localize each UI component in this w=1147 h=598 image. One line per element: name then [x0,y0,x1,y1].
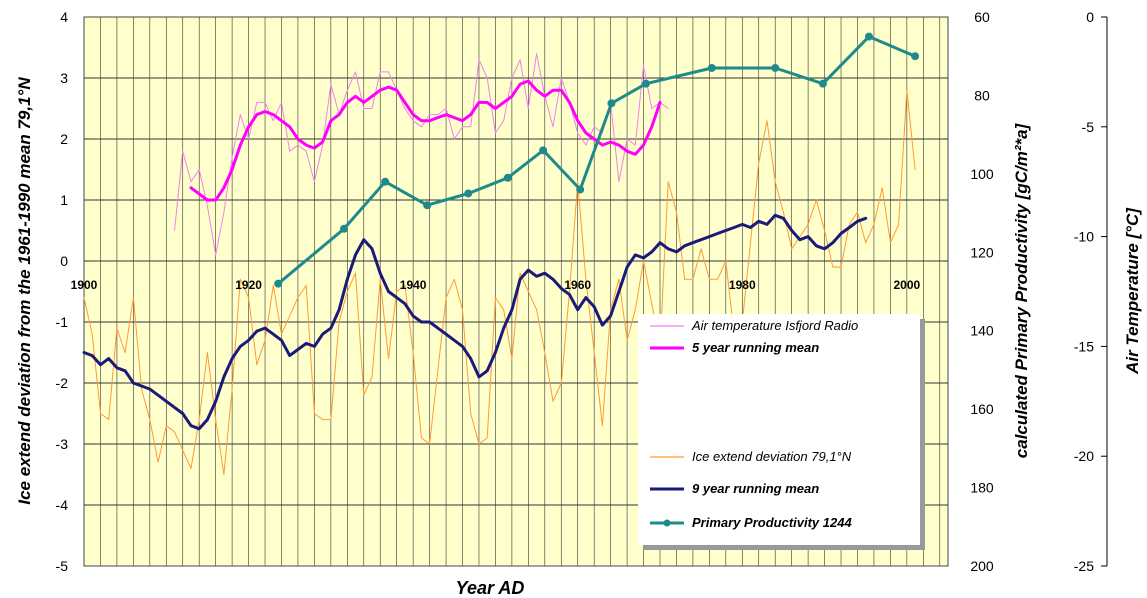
mid-axis-tick-labels: 60 80 100 120 140 160 180 200 [970,9,994,574]
right-tick-label: -5 [1082,119,1095,135]
left-tick-label: -4 [56,497,69,513]
right-tick-label: 0 [1086,9,1094,25]
right-tick-label: -10 [1074,229,1094,245]
data-point [771,63,780,72]
mid-tick-label: 60 [974,9,990,25]
x-tick-label: 1980 [729,278,756,292]
x-axis-title: Year AD [456,578,525,598]
x-tick-labels: 1900 1920 1940 1960 1980 2000 [71,278,921,292]
left-tick-label: -5 [56,558,69,574]
data-point [464,189,473,198]
right-tick-label: -15 [1074,338,1094,354]
x-tick-label: 1920 [235,278,262,292]
mid-tick-label: 140 [970,323,994,339]
data-point [340,224,349,233]
legend-label: Primary Productivity 1244 [692,515,852,530]
x-tick-label: 1960 [564,278,591,292]
mid-tick-label: 180 [970,480,994,496]
data-point [539,146,548,155]
data-point [911,52,920,61]
data-point [423,201,432,210]
x-tick-label: 1900 [71,278,98,292]
data-point [576,185,585,194]
series-line [189,79,662,202]
data-point [865,32,874,41]
left-tick-label: 1 [60,192,68,208]
left-tick-label: 0 [60,253,68,269]
legend-label: 9 year running mean [692,481,819,496]
series-line [83,89,916,475]
right-tick-label: -25 [1074,558,1094,574]
legend-box [638,425,920,545]
series-layer [82,32,920,475]
mid-tick-label: 100 [970,166,994,182]
left-tick-label: 4 [60,9,68,25]
right-axis-tick-labels: 0 -5 -10 -15 -20 -25 [1074,9,1107,574]
mid-tick-label: 120 [970,244,994,260]
mid-tick-label: 200 [970,558,994,574]
left-tick-label: 2 [60,131,68,147]
right-tick-label: -20 [1074,448,1094,464]
left-tick-label: -1 [56,314,69,330]
legend-label: 5 year running mean [692,340,819,355]
mid-axis-title: calculated Primary Productivity [gC/m²*a… [1012,122,1031,458]
left-axis-tick-labels: 4 3 2 1 0 -1 -2 -3 -4 -5 [56,9,69,574]
series-line [174,53,669,256]
data-point [707,63,716,72]
legend-label: Air temperature Isfjord Radio [691,318,858,333]
mid-tick-label: 80 [974,87,990,103]
x-tick-label: 1940 [400,278,427,292]
data-point [607,99,616,108]
data-point [381,177,390,186]
data-point [642,79,651,88]
legend-label: Ice extend deviation 79,1°N [692,449,852,464]
data-point [274,279,283,288]
data-point [818,79,827,88]
left-axis-title: Ice extend deviation from the 1961-1990 … [15,77,34,505]
left-tick-label: 3 [60,70,68,86]
legend-shadow-upper [920,319,925,430]
right-axis-title: Air Temperature [°C] [1123,207,1142,375]
left-tick-label: -3 [56,436,69,452]
x-tick-label: 2000 [894,278,921,292]
legend-box-upper [638,314,920,425]
mid-tick-label: 160 [970,401,994,417]
data-point [503,173,512,182]
legend: Air temperature Isfjord Radio 5 year runn… [638,314,925,550]
legend-marker [663,519,671,527]
left-tick-label: -2 [56,375,69,391]
series-line [82,213,868,431]
